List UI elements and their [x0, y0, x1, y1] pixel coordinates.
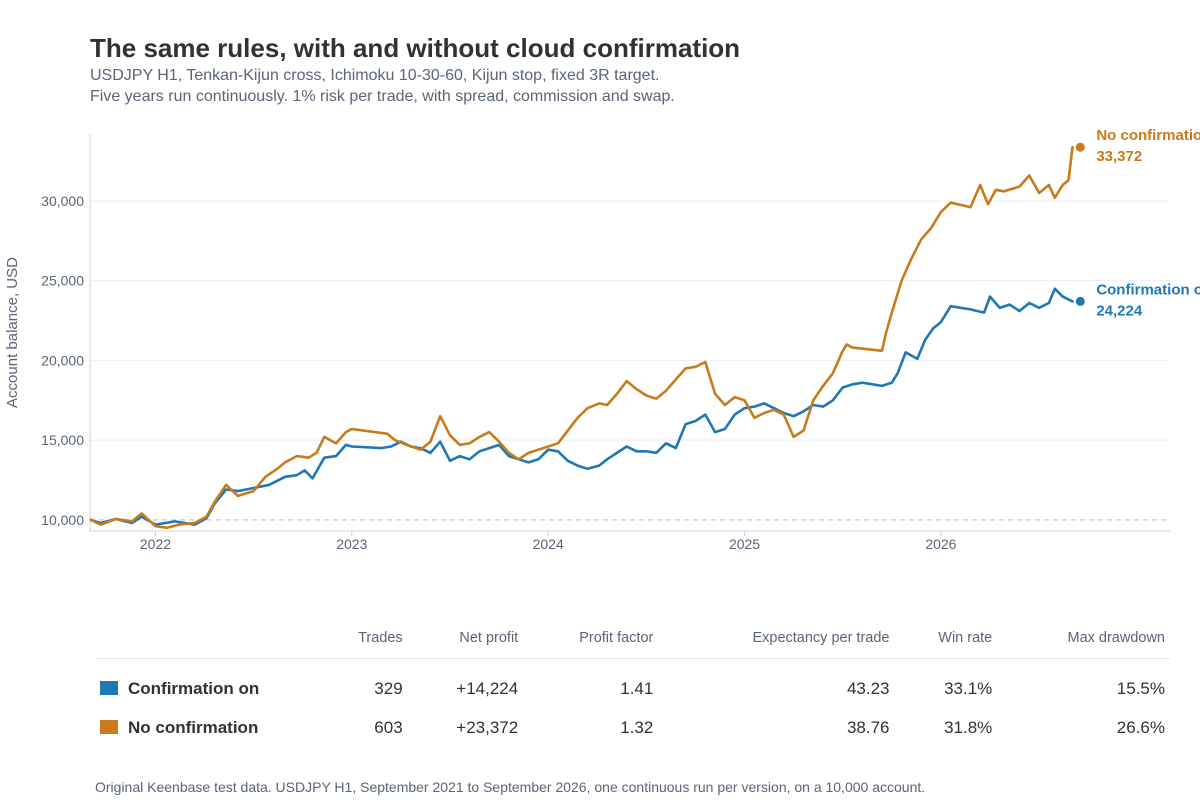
x-tick-label: 2025	[729, 536, 760, 552]
stats-header-net-profit: Net profit	[407, 624, 524, 659]
cell-expectancy: 43.23	[846, 678, 890, 698]
row-name-cell: No confirmation	[95, 708, 320, 747]
page-title: The same rules, with and without cloud c…	[90, 33, 741, 63]
end-label-name-confirmation-on: Confirmation on	[1096, 281, 1200, 298]
cell-profit-factor: 1.41	[620, 678, 654, 698]
stats-header-trades: Trades	[320, 624, 408, 659]
cell-max-drawdown: 15.5%	[1116, 678, 1165, 698]
series-swatch-no-confirmation	[100, 719, 118, 734]
cell-win-rate: 31.8%	[944, 717, 993, 737]
cell-net-profit: +14,224	[456, 678, 519, 698]
subtitle-line-2: Five years run continuously. 1% risk per…	[90, 88, 675, 105]
end-marker-no-confirmation	[1075, 142, 1085, 152]
equity-chart: 10,000 15,000 20,000 25,000 30,000 2022 2023 20…	[4, 127, 1200, 552]
stats-header-version	[95, 624, 320, 659]
x-tick-label: 2026	[925, 536, 956, 552]
y-tick-label: 15,000	[41, 432, 84, 448]
end-label-value-confirmation-on: 24,224	[1096, 302, 1143, 319]
table-row-no-confirmation: No confirmation 603 +23,372 1.32 38.76 3…	[95, 708, 1170, 747]
y-tick-label: 25,000	[41, 273, 84, 289]
cell-trades: 603	[374, 717, 403, 737]
end-marker-confirmation-on	[1075, 296, 1085, 306]
row-name-label: Confirmation on	[128, 678, 260, 698]
series-swatch-confirmation-on	[100, 680, 118, 695]
cell-net-profit: +23,372	[456, 717, 519, 737]
end-label-name-no-confirmation: No confirmation	[1096, 127, 1200, 144]
x-tick-label: 2022	[140, 536, 171, 552]
series-line-confirmation-on	[89, 287, 1074, 526]
stats-table: Trades Net profit Profit factor Expectan…	[95, 624, 1170, 747]
x-tick-label: 2023	[336, 536, 367, 552]
subtitle-line-1: USDJPY H1, Tenkan-Kijun cross, Ichimoku …	[90, 67, 660, 84]
footnote: Original Keenbase test data. USDJPY H1, …	[95, 779, 926, 795]
x-tick-label: 2024	[533, 536, 564, 552]
stats-header-max-drawdown: Max drawdown	[997, 624, 1170, 659]
y-tick-label: 20,000	[41, 352, 84, 368]
stats-header-expectancy: Expectancy per trade	[658, 624, 895, 659]
row-name-label: No confirmation	[128, 717, 259, 737]
cell-trades: 329	[374, 678, 403, 698]
stats-header-win-rate: Win rate	[894, 624, 998, 659]
cell-win-rate: 33.1%	[944, 678, 993, 698]
table-row-confirmation-on: Confirmation on 329 +14,224 1.41 43.23 3…	[95, 659, 1170, 709]
end-label-value-no-confirmation: 33,372	[1096, 148, 1142, 165]
series-line-no-confirmation	[89, 145, 1074, 530]
cell-expectancy: 38.76	[846, 717, 890, 737]
cell-max-drawdown: 26.6%	[1116, 717, 1165, 737]
stats-header-row: Trades Net profit Profit factor Expectan…	[95, 624, 1170, 659]
y-tick-label: 10,000	[41, 512, 84, 528]
y-axis-label: Account balance, USD	[4, 257, 21, 408]
cell-profit-factor: 1.32	[620, 717, 654, 737]
row-name-cell: Confirmation on	[95, 659, 320, 709]
stats-header-profit-factor: Profit factor	[523, 624, 659, 659]
y-tick-label: 30,000	[41, 193, 84, 209]
